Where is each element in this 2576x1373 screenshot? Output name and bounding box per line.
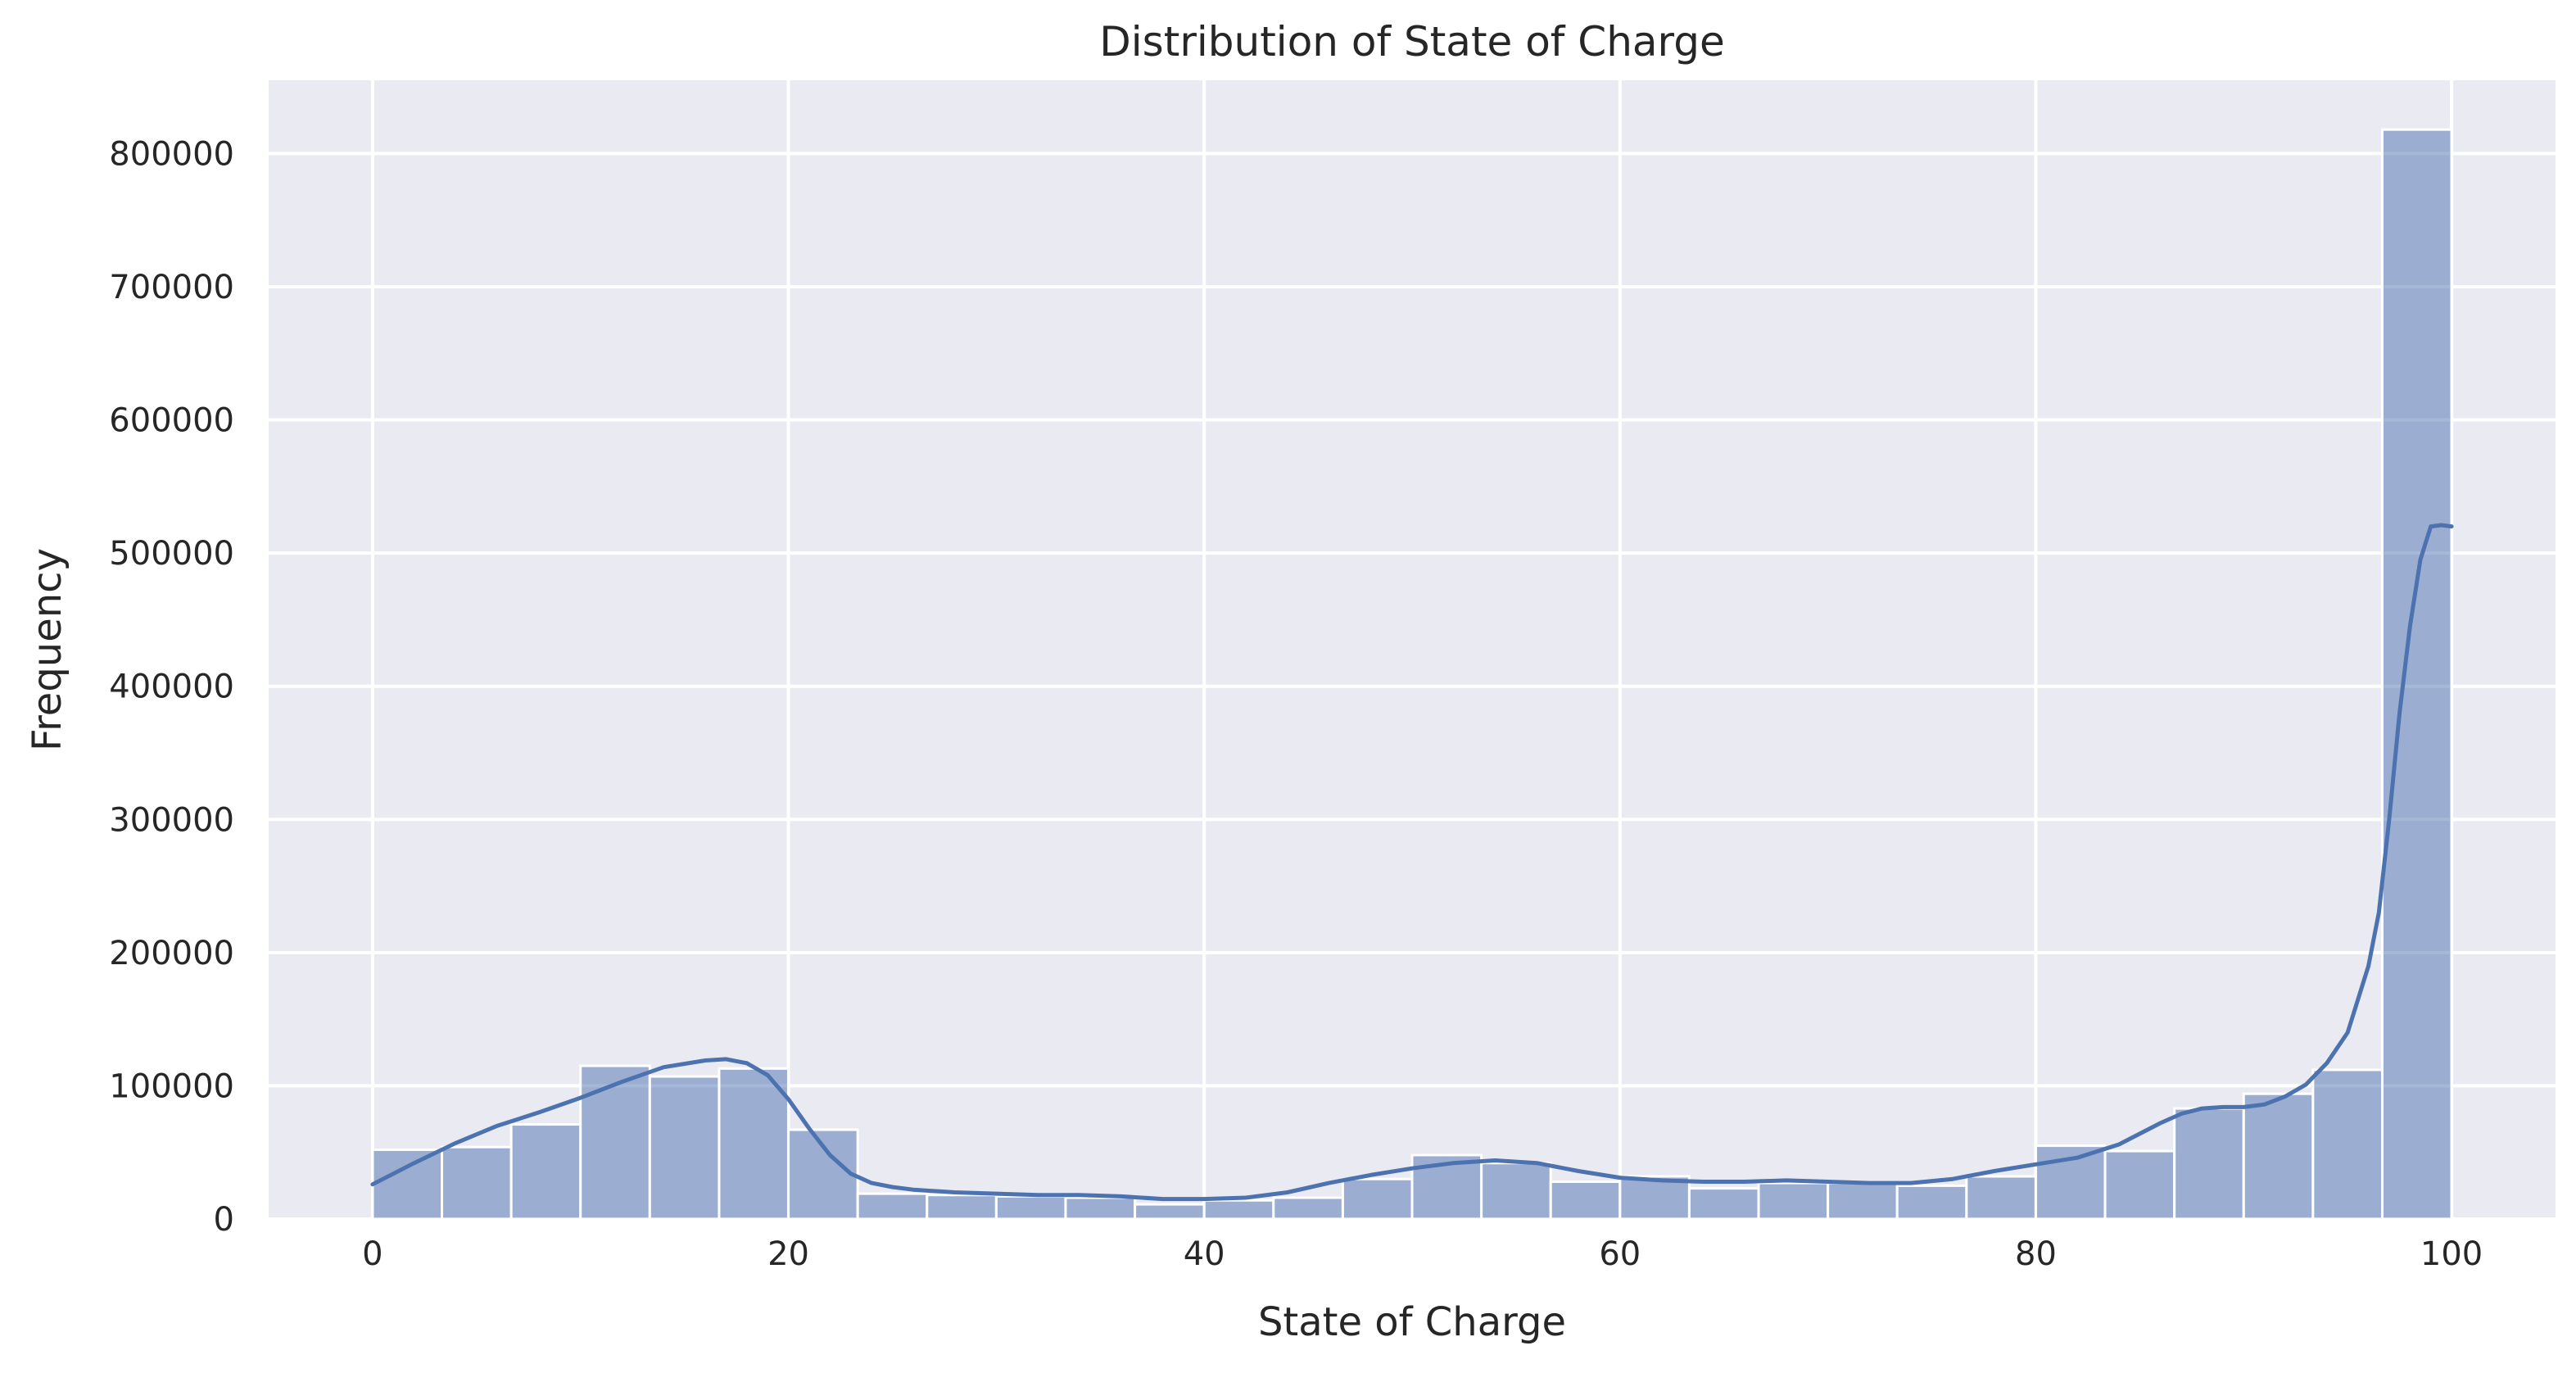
plot-area [269,80,2556,1219]
y-tick-label: 600000 [109,402,234,440]
y-tick-label: 700000 [109,269,234,306]
histogram-bar [994,1194,1067,1221]
histogram-bar [1341,1177,1414,1221]
y-tick-label: 500000 [109,535,234,573]
histogram-bar [2380,128,2453,1221]
histogram-bar [2173,1107,2245,1221]
histogram-bar [1687,1187,1760,1221]
x-axis-title: State of Charge [1258,1299,1566,1345]
histogram-bar [1134,1203,1206,1221]
x-tick-labels: 0 20 40 60 80 100 [362,1235,2483,1273]
histogram-bar [1549,1180,1622,1221]
y-tick-label: 100000 [109,1067,234,1105]
x-tick-label: 80 [2015,1235,2057,1273]
x-tick-label: 20 [767,1235,809,1273]
y-tick-label: 800000 [109,135,234,173]
histogram-bar [441,1145,513,1221]
histogram-bar [371,1148,444,1221]
x-tick-label: 40 [1184,1235,1225,1273]
histogram-bar [648,1075,721,1221]
histogram-bar [1480,1162,1552,1221]
x-tick-label: 0 [362,1235,383,1273]
histogram-bar [509,1123,582,1221]
histogram-bar [1272,1196,1344,1221]
histogram-bar [718,1067,790,1221]
histogram-bars [371,128,2453,1221]
histogram-bar [2103,1149,2176,1221]
x-tick-label: 60 [1599,1235,1641,1273]
y-tick-label: 200000 [109,935,234,972]
histogram-bar [1965,1175,2037,1221]
y-tick-labels: 0 100000 200000 300000 400000 500000 600000 700… [109,135,234,1239]
y-tick-label: 300000 [109,801,234,839]
histogram-bar [1757,1181,1830,1221]
y-axis-title: Frequency [25,548,70,751]
histogram-bar [1618,1175,1691,1221]
histogram-bar [926,1194,998,1221]
x-tick-label: 100 [2420,1235,2483,1273]
kde-curve [370,523,2454,1202]
histogram-bar [579,1064,651,1221]
histogram-bar [1895,1184,1968,1221]
y-tick-label: 0 [214,1201,234,1239]
histogram-bar [2242,1092,2315,1221]
histogram-bar [856,1192,929,1221]
chart-title: Distribution of State of Charge [1099,18,1724,66]
y-tick-label: 400000 [109,668,234,706]
histogram-bar [1064,1196,1137,1221]
histogram-bar [1827,1181,1899,1221]
histogram-bar [1202,1199,1275,1221]
histogram-bar [2034,1144,2107,1221]
histogram-bar [2311,1068,2384,1221]
